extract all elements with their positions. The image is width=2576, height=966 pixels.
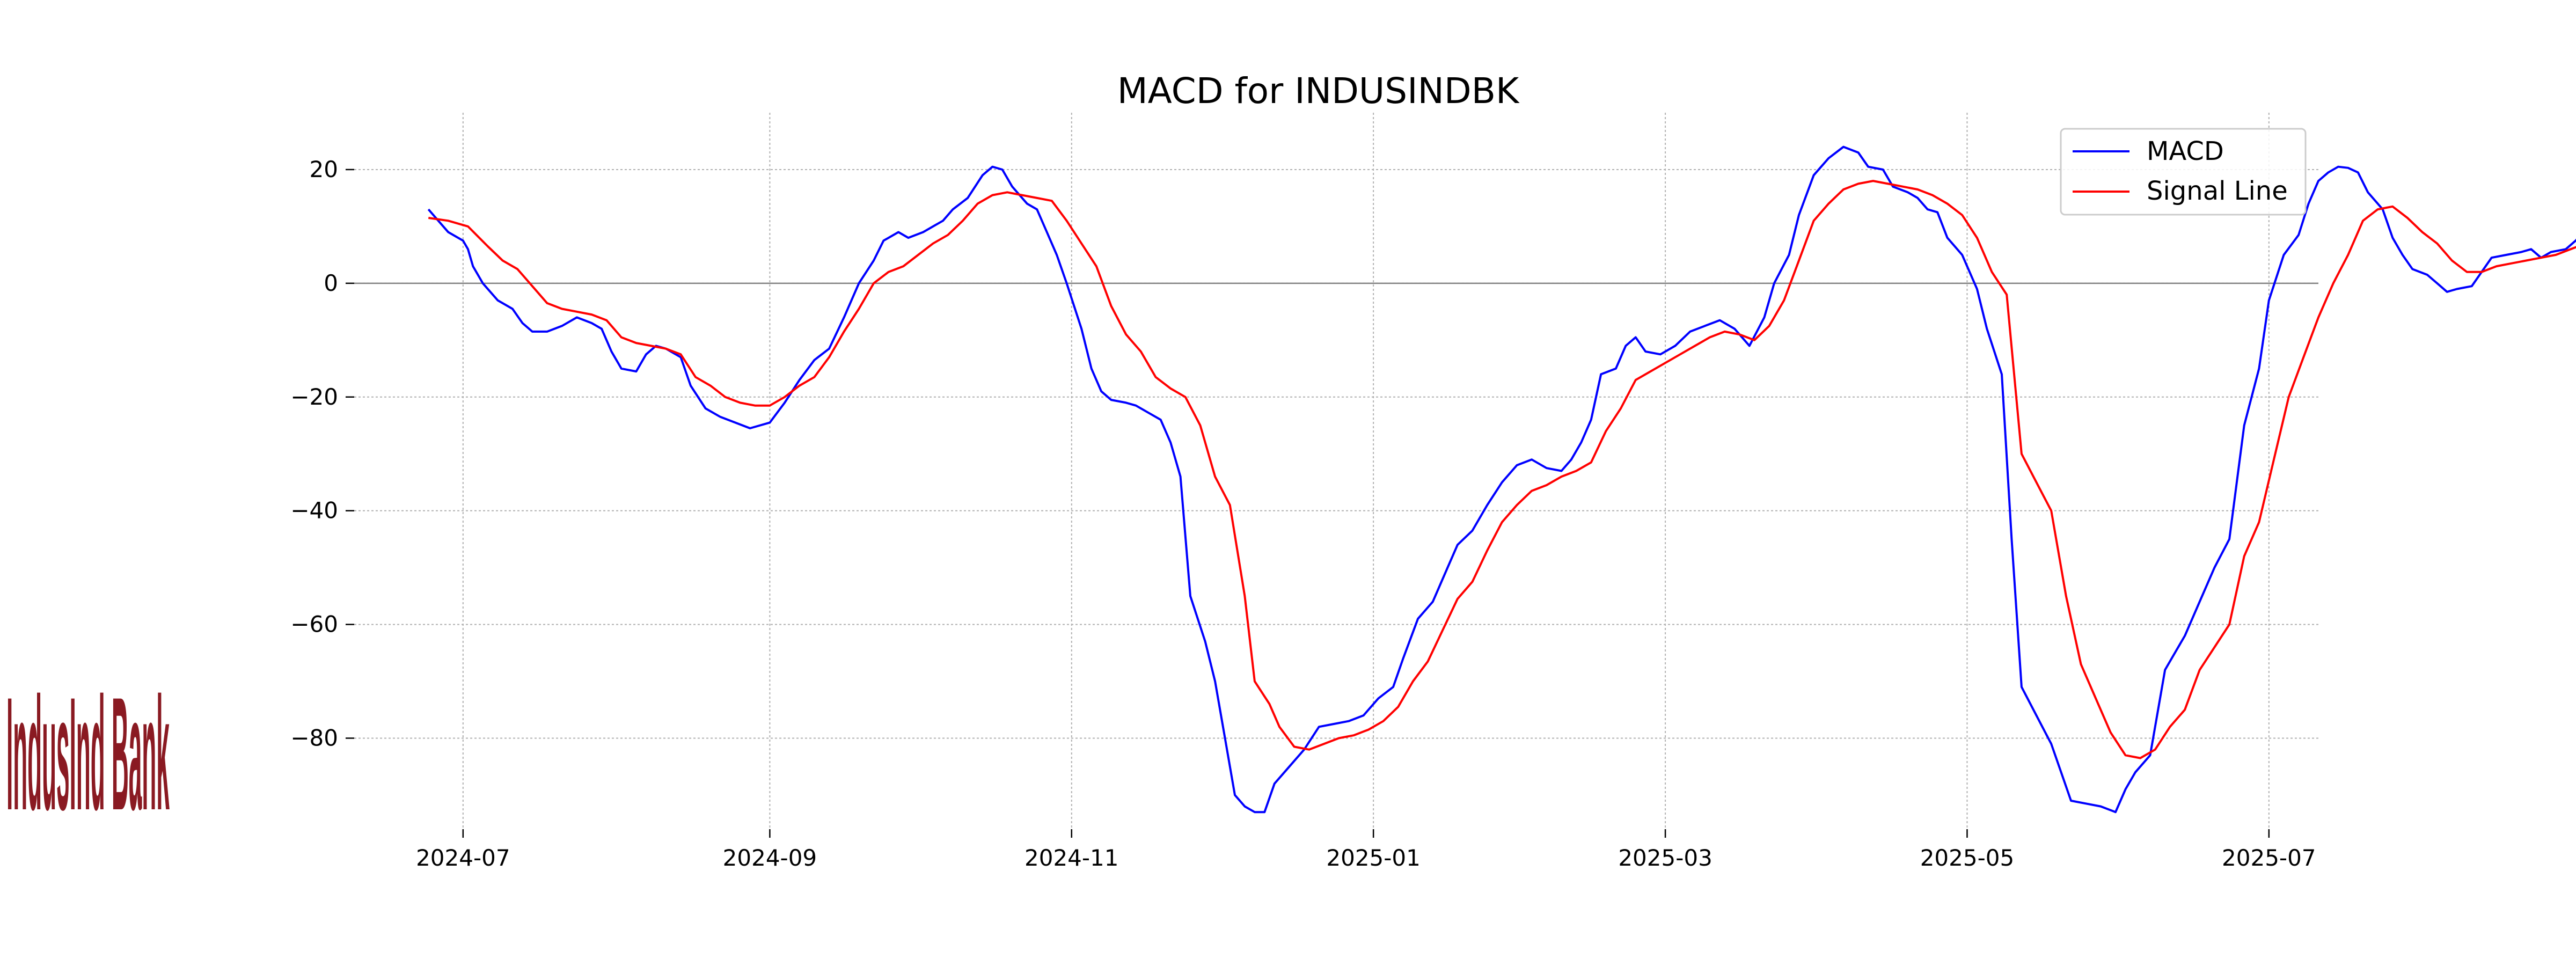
chart-title: MACD for INDUSINDBK [1117,70,1520,112]
series-line-macd [427,145,2576,814]
x-tick-label: 2024-07 [416,845,510,871]
legend-label-macd: MACD [2147,136,2224,166]
series-lines [427,145,2576,814]
y-axis-ticks: 20 0 −20 −40 −60 −80 [290,156,354,751]
x-tick-label: 2024-09 [723,845,817,871]
logo-text: IndusInd Bank [6,663,170,843]
x-tick-label: 2025-01 [1326,845,1421,871]
indusind-bank-logo: IndusInd Bank [6,663,170,843]
series-line-signal-line [428,180,2576,759]
y-tick-label: −80 [290,724,338,751]
y-tick-label: −40 [290,497,338,524]
y-tick-label: −20 [290,384,338,410]
x-axis-ticks: 2024-07 2024-09 2024-11 2025-01 2025-03 2025-… [416,829,2316,871]
grid [354,113,2318,829]
x-tick-label: 2025-05 [1920,845,2015,871]
legend: MACD Signal Line [2060,128,2307,216]
legend-label-signal-line: Signal Line [2147,176,2288,206]
y-tick-label: −60 [290,611,338,638]
x-tick-label: 2025-03 [1618,845,1713,871]
y-tick-label: 20 [310,156,338,182]
x-tick-label: 2024-11 [1024,845,1119,871]
y-tick-label: 0 [324,270,338,296]
x-tick-label: 2025-07 [2222,845,2316,871]
